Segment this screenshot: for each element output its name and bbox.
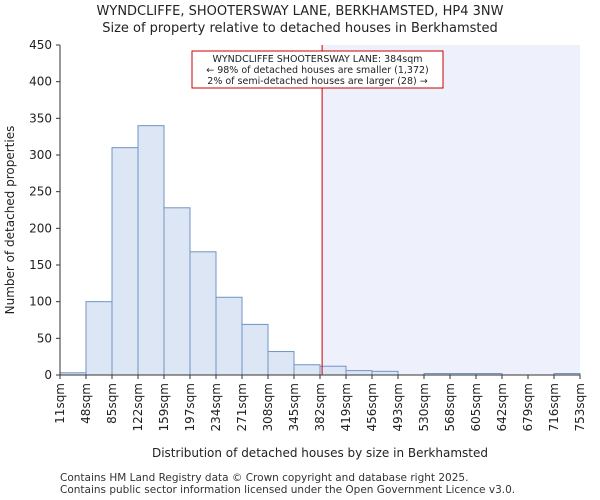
y-axis-label: Number of detached properties xyxy=(3,126,17,315)
histogram-bar xyxy=(189,251,217,376)
histogram-bar xyxy=(215,296,243,376)
x-tick-label: 197sqm xyxy=(183,383,197,431)
histogram-bar xyxy=(163,207,191,376)
y-tick-label: 150 xyxy=(29,258,52,272)
histogram-bar xyxy=(111,147,139,376)
y-tick-label: 450 xyxy=(29,38,52,52)
annotation-box xyxy=(191,50,444,89)
annotation-line: 2% of semi-detached houses are larger (2… xyxy=(207,76,427,87)
chart-subtitle: Size of property relative to detached ho… xyxy=(102,21,498,36)
chart-title: WYNDCLIFFE, SHOOTERSWAY LANE, BERKHAMSTE… xyxy=(96,4,504,19)
x-tick-label: 382sqm xyxy=(313,383,327,431)
x-tick-label: 308sqm xyxy=(261,383,275,431)
histogram-bar xyxy=(267,351,295,376)
x-tick-label: 605sqm xyxy=(469,383,483,431)
histogram-bar xyxy=(319,365,347,376)
x-tick-label: 419sqm xyxy=(339,383,353,431)
y-tick-label: 100 xyxy=(29,295,52,309)
x-tick-label: 85sqm xyxy=(105,383,119,424)
y-tick-label: 200 xyxy=(29,221,52,235)
annotation-line: WYNDCLIFFE SHOOTERSWAY LANE: 384sqm xyxy=(212,54,422,65)
annotation-line: ← 98% of detached houses are smaller (1,… xyxy=(206,65,429,76)
y-tick-label: 250 xyxy=(29,185,52,199)
x-tick-label: 679sqm xyxy=(521,383,535,431)
histogram-bar xyxy=(293,364,321,376)
x-tick-label: 345sqm xyxy=(287,383,301,431)
x-tick-label: 48sqm xyxy=(79,383,93,424)
footer-copyright: Contains HM Land Registry data © Crown c… xyxy=(60,472,469,484)
y-tick-label: 300 xyxy=(29,148,52,162)
x-tick-label: 493sqm xyxy=(391,383,405,431)
x-tick-label: 530sqm xyxy=(417,383,431,431)
x-tick-label: 234sqm xyxy=(209,383,223,431)
x-tick-label: 11sqm xyxy=(53,383,67,424)
y-tick-label: 400 xyxy=(29,75,52,89)
histogram-bar xyxy=(345,370,373,376)
x-tick-label: 568sqm xyxy=(443,383,457,431)
x-tick-label: 716sqm xyxy=(547,383,561,431)
x-tick-label: 122sqm xyxy=(131,383,145,431)
y-tick-label: 50 xyxy=(37,331,52,345)
histogram-bar xyxy=(241,323,269,376)
x-tick-label: 642sqm xyxy=(495,383,509,431)
histogram-bar xyxy=(137,125,165,376)
x-tick-label: 456sqm xyxy=(365,383,379,431)
x-axis-label: Distribution of detached houses by size … xyxy=(152,446,488,460)
y-tick-label: 0 xyxy=(44,368,52,382)
x-tick-label: 753sqm xyxy=(573,383,587,431)
y-tick-label: 350 xyxy=(29,111,52,125)
x-tick-label: 271sqm xyxy=(235,383,249,431)
footer-licence: Contains public sector information licen… xyxy=(60,484,516,496)
histogram-bar xyxy=(371,370,399,376)
larger-region-shade xyxy=(322,45,580,375)
histogram-bar xyxy=(85,301,113,376)
x-tick-label: 159sqm xyxy=(157,383,171,431)
